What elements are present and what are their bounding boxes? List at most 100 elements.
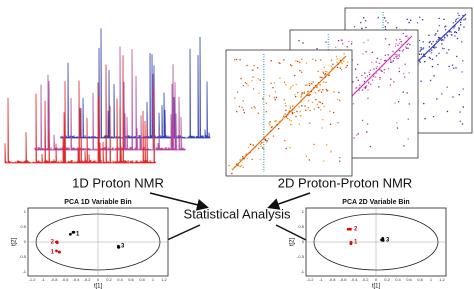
peak	[368, 73, 371, 76]
peak	[422, 41, 424, 43]
peak	[307, 94, 309, 96]
peak	[341, 39, 343, 41]
peak	[287, 112, 290, 114]
peak	[264, 138, 267, 140]
peak	[298, 40, 300, 42]
peak	[298, 61, 301, 63]
peak	[398, 54, 400, 56]
peak	[366, 131, 368, 133]
peak	[454, 25, 456, 27]
peak	[236, 163, 238, 165]
peak	[270, 82, 272, 84]
peak	[300, 101, 303, 103]
peak	[323, 105, 325, 108]
x-tick-label: -0.8	[51, 277, 59, 282]
peak	[310, 90, 313, 93]
peak	[300, 94, 303, 96]
peak	[393, 81, 395, 83]
peak	[330, 150, 332, 152]
spectra-2d	[225, 7, 473, 177]
peak	[455, 20, 457, 22]
peak	[420, 47, 422, 49]
peak	[316, 103, 318, 105]
label-1d: 1D Proton NMR	[72, 175, 164, 190]
peak	[423, 53, 425, 55]
peak	[454, 31, 456, 34]
peak	[335, 46, 337, 48]
peak	[462, 88, 464, 90]
peak	[448, 65, 450, 68]
peak	[385, 38, 387, 40]
peak	[317, 70, 319, 73]
peak	[258, 147, 260, 150]
peak	[395, 54, 397, 56]
peak	[441, 47, 444, 49]
peak	[458, 14, 460, 17]
peak	[305, 155, 307, 157]
peak	[398, 56, 401, 58]
peak	[371, 51, 373, 53]
x-axis-label: t[1]	[94, 284, 103, 289]
peak	[259, 143, 262, 145]
peak	[245, 153, 247, 155]
peak	[341, 62, 343, 65]
peak	[438, 36, 440, 39]
peak	[419, 50, 421, 52]
x-tick-label: -1	[319, 277, 323, 282]
peak	[444, 37, 446, 39]
peak	[402, 32, 404, 35]
peak	[301, 58, 303, 60]
x-tick-label: -0.6	[340, 277, 348, 282]
peak	[274, 99, 276, 101]
peak	[418, 60, 421, 62]
peak	[396, 127, 399, 129]
peak	[459, 120, 461, 122]
peak	[392, 60, 394, 62]
peak	[295, 96, 297, 98]
peak	[276, 124, 279, 126]
peak	[460, 19, 462, 21]
point-label: 3	[121, 244, 125, 250]
peak	[239, 159, 241, 161]
peak	[247, 146, 250, 148]
peak	[416, 22, 419, 24]
peak	[384, 59, 386, 62]
peak	[445, 25, 447, 27]
peak	[354, 91, 356, 94]
peak	[353, 137, 355, 139]
x-tick-label: -0.4	[73, 277, 81, 282]
peak	[314, 92, 317, 94]
peak	[326, 144, 328, 146]
x-tick-label: -0.2	[362, 277, 370, 282]
peak	[384, 17, 386, 19]
peak	[311, 101, 314, 103]
peak	[292, 113, 294, 115]
peak	[306, 94, 308, 96]
x-tick-label: -0.8	[329, 277, 337, 282]
peak	[319, 89, 321, 91]
peak	[379, 76, 381, 79]
peak	[243, 157, 246, 159]
peak	[264, 139, 267, 141]
peak	[366, 75, 369, 77]
peak	[351, 43, 353, 45]
peak	[444, 29, 447, 31]
peak	[463, 26, 465, 28]
peak	[428, 46, 430, 48]
peak	[356, 63, 359, 66]
peak	[436, 98, 438, 100]
peak	[331, 68, 333, 70]
peak	[375, 67, 377, 69]
peak	[325, 81, 327, 84]
peak	[393, 53, 396, 55]
peak	[424, 55, 426, 57]
peak	[433, 45, 436, 47]
peak	[331, 67, 334, 69]
peak	[231, 172, 233, 175]
peak	[315, 59, 317, 62]
peak	[265, 111, 267, 113]
peak	[406, 92, 408, 94]
peak	[311, 83, 313, 85]
point	[381, 237, 385, 240]
x-tick-label: 0.8	[417, 277, 423, 282]
